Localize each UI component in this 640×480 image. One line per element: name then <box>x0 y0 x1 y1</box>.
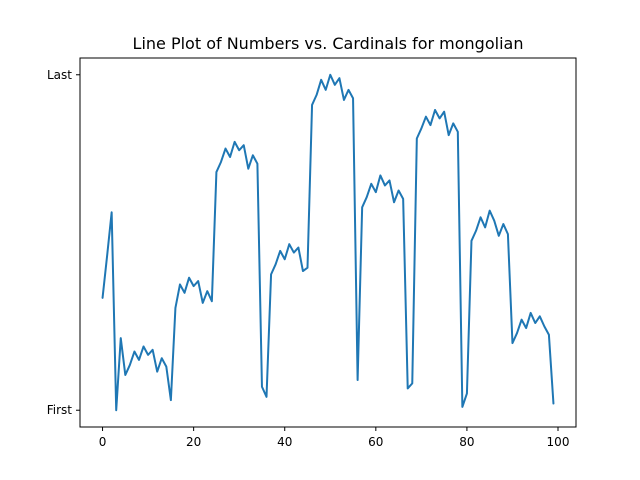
x-axis: 0 20 40 60 80 100 <box>99 427 570 449</box>
x-tick-label: 80 <box>459 435 474 449</box>
chart-title: Line Plot of Numbers vs. Cardinals for m… <box>133 34 524 53</box>
x-tick-label: 60 <box>368 435 383 449</box>
y-tick-label: Last <box>47 68 72 82</box>
x-tick-label: 100 <box>547 435 570 449</box>
x-tick-label: 0 <box>99 435 107 449</box>
y-axis: First Last <box>47 68 80 417</box>
y-tick-label: First <box>47 403 73 417</box>
x-tick-label: 40 <box>277 435 292 449</box>
x-tick-label: 20 <box>186 435 201 449</box>
plot-frame <box>79 57 577 428</box>
series-line <box>101 73 555 412</box>
plot-area <box>101 73 555 412</box>
